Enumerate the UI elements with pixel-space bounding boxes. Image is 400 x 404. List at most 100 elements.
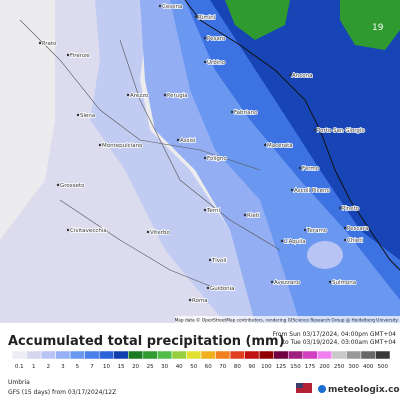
legend-tick-label: 50 [190, 364, 197, 370]
city-dot [203, 156, 207, 160]
city-label: Chieti [347, 238, 363, 244]
legend-swatch [142, 350, 158, 360]
legend-swatch [11, 350, 27, 360]
city-dot [243, 213, 247, 217]
attribution: Map data © OpenStreetMap contributors, r… [175, 317, 399, 324]
legend-tick-label: 2 [47, 364, 51, 370]
legend-swatch [258, 350, 274, 360]
city-dot [290, 188, 294, 192]
city-dot [56, 183, 60, 187]
legend-swatch [113, 350, 129, 360]
legend-swatch [55, 350, 71, 360]
city-label: Arezzo [130, 93, 149, 99]
city-dot [188, 298, 192, 302]
city-dot [280, 239, 284, 243]
legend-tick-label: 175 [305, 364, 316, 370]
legend-swatch [244, 350, 260, 360]
city-dot [146, 230, 150, 234]
legend-swatch [84, 350, 100, 360]
city-dot [203, 36, 207, 40]
city-label: Ancona [292, 73, 313, 79]
legend-swatch [215, 350, 231, 360]
city-dot [298, 166, 302, 170]
legend-swatch [360, 350, 376, 360]
legend-title: Accumulated total precipitation (mm) [8, 334, 285, 349]
legend-tick-label: 30 [161, 364, 168, 370]
sea-zone [210, 0, 400, 260]
city-label: Foligno [207, 156, 227, 162]
legend-tick-label: 40 [176, 364, 183, 370]
brand[interactable]: meteologix.com [328, 385, 400, 395]
legend-tick-label: 90 [248, 364, 255, 370]
city-label: Pineto [342, 206, 360, 212]
city-dot [270, 280, 274, 284]
green-zone [225, 0, 400, 50]
legend-tick-label: 125 [276, 364, 287, 370]
city-dot [194, 15, 198, 19]
city-dot [208, 258, 212, 262]
city-dot [263, 143, 267, 147]
legend-swatch [287, 350, 304, 360]
legend-swatch [317, 350, 333, 360]
city-label: Civitavecchia [70, 228, 107, 234]
city-label: Ascoli Piceno [294, 188, 330, 194]
legend-tick-label: 80 [234, 364, 241, 370]
legend-tick-label: 500 [377, 364, 388, 370]
city-dot [76, 113, 80, 117]
legend-swatch [229, 350, 245, 360]
city-dot [126, 93, 130, 97]
city-label: Grosseto [60, 183, 85, 189]
legend-tick-label: 10 [103, 364, 110, 370]
legend-tick-label: 5 [76, 364, 80, 370]
city-label: Perugia [167, 93, 188, 99]
legend-tick-label: 200 [319, 364, 330, 370]
legend-tick-label: 400 [363, 364, 374, 370]
legend-tick-label: 7 [90, 364, 94, 370]
city-dot [203, 208, 207, 212]
legend-swatch [98, 350, 115, 360]
legend-tick-label: 20 [132, 364, 139, 370]
date-from: From Sun 03/17/2024, 04:00pm GMT+04 [273, 331, 397, 338]
badge: 19 [372, 23, 384, 33]
legend-swatch [200, 350, 216, 360]
zone [90, 0, 260, 323]
legend-tick-label: 250 [334, 364, 345, 370]
legend-tick-label: 100 [261, 364, 272, 370]
city-label: Avezzano [274, 280, 301, 286]
city-label: Firenze [70, 53, 90, 59]
legend-swatch [346, 350, 362, 360]
city-dot [206, 286, 210, 290]
legend-swatch [157, 350, 173, 360]
city-label: Fermo [302, 166, 320, 172]
city-label: Teramo [306, 228, 328, 234]
city-dot [230, 110, 234, 114]
city-dot [343, 226, 347, 230]
legend-swatch [128, 350, 144, 360]
city-dot [66, 53, 70, 57]
city-dot [98, 143, 102, 147]
city-label: Pesaro [207, 36, 226, 42]
city-label: Pescara [347, 226, 368, 232]
city-label: Tivoli [211, 258, 227, 264]
legend-swatch [302, 350, 318, 360]
date-to: to Tue 03/19/2024, 03:00am GMT+04 [283, 339, 397, 346]
city-label: Assisi [180, 138, 196, 144]
flag[interactable] [296, 383, 312, 393]
legend-tick-label: 150 [290, 364, 301, 370]
city-dot [313, 128, 317, 132]
city-label: Rimini [198, 15, 216, 21]
legend-tick-label: 25 [147, 364, 154, 370]
attribution-bg [175, 316, 400, 323]
city-label: Fabriano [234, 110, 258, 116]
city-label: Siena [80, 113, 95, 119]
city-label: Cesena [162, 4, 182, 10]
legend-tick-label: 1 [32, 364, 36, 370]
city-label: Terni [206, 208, 220, 214]
flag-canton [296, 383, 303, 388]
legend-swatch [26, 350, 42, 360]
legend-tick-label: 300 [348, 364, 359, 370]
city-dot [66, 228, 70, 232]
legend-swatch [331, 350, 347, 360]
city-label: Rieti [247, 213, 260, 219]
city-label: Sulmona [332, 280, 356, 286]
